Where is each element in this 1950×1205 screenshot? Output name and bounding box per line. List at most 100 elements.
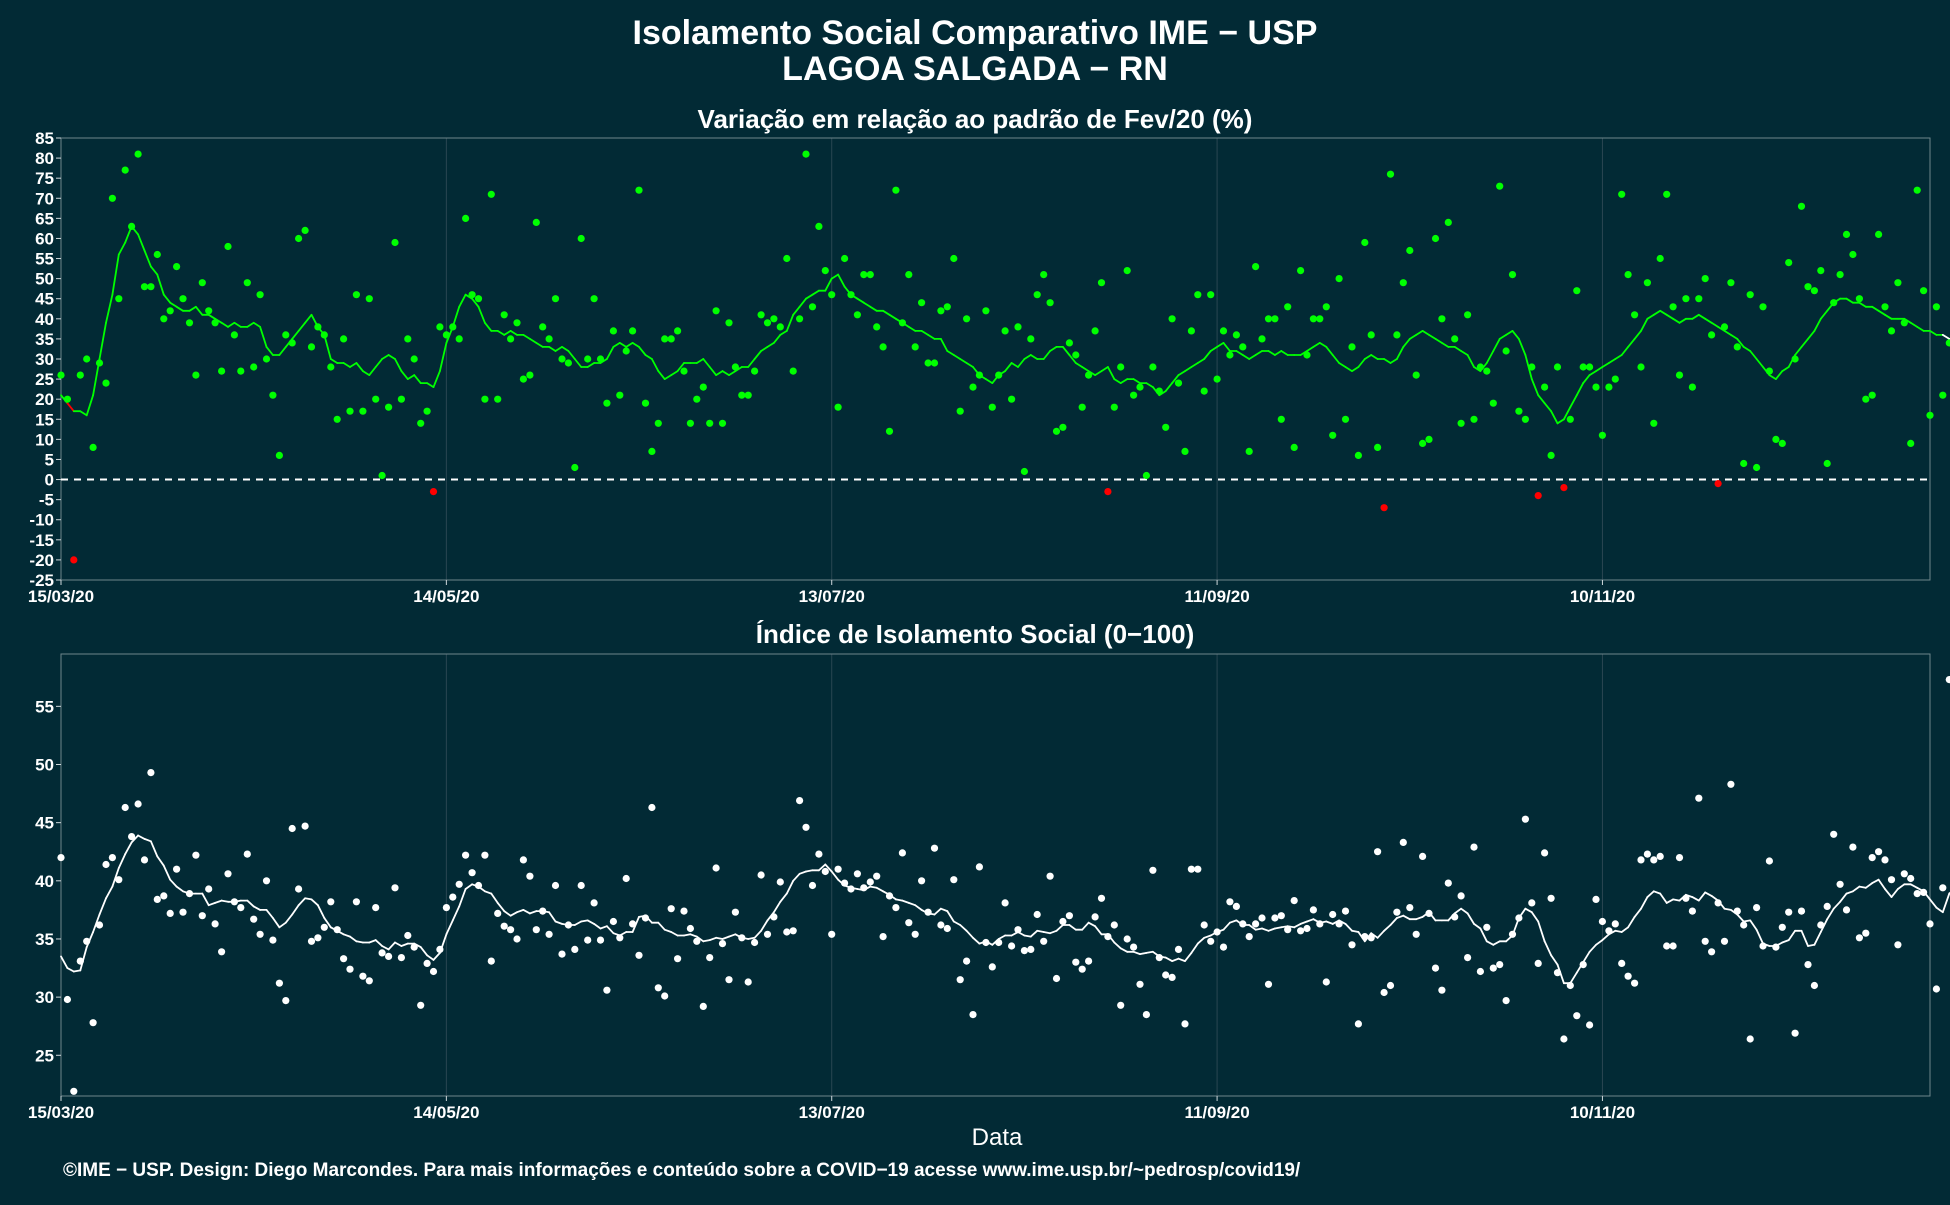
data-point — [442, 331, 450, 339]
moving-average-segment — [342, 933, 351, 938]
moving-average-segment — [1672, 898, 1681, 902]
data-point — [596, 936, 605, 944]
moving-average-segment — [413, 374, 422, 385]
data-point — [1849, 250, 1857, 259]
data-point — [1624, 271, 1632, 279]
moving-average-segment — [1858, 885, 1867, 889]
data-point — [237, 904, 245, 912]
moving-average-segment — [875, 886, 884, 893]
moving-average-segment — [1036, 929, 1045, 933]
moving-average-segment — [1055, 924, 1064, 932]
moving-average-segment — [1563, 406, 1572, 421]
moving-average-segment — [1004, 362, 1013, 373]
data-point — [1772, 943, 1780, 951]
moving-average-segment — [593, 923, 602, 930]
moving-average-segment — [888, 313, 897, 320]
data-point — [83, 937, 91, 945]
data-point — [301, 226, 309, 234]
moving-average-segment — [779, 892, 788, 903]
moving-average-segment — [1216, 341, 1225, 348]
data-point — [1252, 920, 1260, 928]
data-point — [995, 938, 1003, 947]
data-point — [1040, 271, 1048, 279]
moving-average-segment — [1415, 916, 1424, 921]
y-tick-label: 85 — [35, 129, 54, 148]
data-point — [1547, 451, 1555, 459]
y-tick-label: 20 — [35, 390, 54, 409]
data-point — [1920, 287, 1928, 295]
moving-average-segment — [1402, 337, 1411, 348]
moving-average-segment — [149, 265, 159, 276]
data-point — [1894, 279, 1902, 287]
data-point — [1553, 969, 1562, 977]
data-point — [1541, 383, 1549, 391]
data-point — [1830, 299, 1838, 307]
data-point — [365, 295, 373, 303]
data-point — [1797, 202, 1806, 210]
moving-average-segment — [1460, 350, 1469, 356]
data-point — [1631, 311, 1639, 319]
moving-average-segment — [997, 934, 1006, 940]
moving-average-segment — [1627, 337, 1636, 348]
moving-average-segment — [1929, 898, 1938, 909]
data-point — [1226, 351, 1234, 359]
data-point — [1309, 315, 1317, 323]
data-point — [1862, 395, 1870, 403]
moving-average-segment — [291, 904, 300, 916]
moving-average-segment — [201, 892, 210, 907]
y-tick-label: 80 — [35, 149, 54, 168]
data-point — [1695, 794, 1703, 802]
moving-average-segment — [1781, 939, 1790, 944]
data-point — [295, 885, 303, 893]
y-tick-label: -5 — [39, 491, 54, 510]
moving-average-segment — [1370, 932, 1379, 939]
data-point — [1682, 295, 1690, 303]
data-point — [757, 311, 765, 319]
data-point — [102, 379, 110, 387]
data-point — [1714, 480, 1722, 488]
data-point — [1714, 899, 1722, 907]
data-point — [1149, 363, 1157, 371]
data-point — [731, 908, 740, 916]
data-point — [1329, 431, 1337, 439]
data-point — [609, 917, 618, 926]
data-point — [1765, 367, 1773, 375]
data-point — [494, 909, 502, 918]
data-point — [1720, 937, 1729, 945]
data-point — [898, 319, 907, 327]
data-point — [988, 963, 996, 971]
data-point — [1669, 303, 1677, 311]
data-point — [1316, 315, 1324, 323]
moving-average-segment — [349, 362, 358, 368]
moving-average-segment — [670, 370, 679, 377]
moving-average-segment — [342, 362, 351, 368]
data-point — [519, 375, 528, 383]
moving-average-segment — [721, 935, 730, 940]
moving-average-segment — [1537, 394, 1546, 405]
data-point — [243, 850, 251, 858]
data-point — [622, 347, 630, 355]
data-point — [969, 383, 977, 391]
data-point — [841, 254, 849, 263]
data-point — [417, 419, 425, 427]
moving-average-segment — [1877, 309, 1886, 316]
data-point — [1123, 935, 1131, 943]
data-point — [905, 271, 913, 279]
data-point — [1207, 937, 1215, 945]
moving-average-segment — [400, 370, 409, 381]
data-point — [1297, 267, 1305, 275]
moving-average-segment — [143, 249, 152, 268]
data-point — [237, 367, 245, 375]
data-point — [243, 279, 251, 287]
moving-average-segment — [1781, 366, 1790, 373]
moving-average-segment — [323, 917, 332, 929]
data-point — [1419, 852, 1427, 861]
moving-average-segment — [1370, 354, 1379, 360]
data-point — [1451, 913, 1459, 921]
data-point — [1014, 323, 1022, 331]
data-point — [198, 912, 206, 920]
data-point — [725, 319, 733, 327]
moving-average-segment — [496, 329, 506, 336]
data-point — [924, 908, 932, 916]
data-point — [847, 291, 855, 299]
